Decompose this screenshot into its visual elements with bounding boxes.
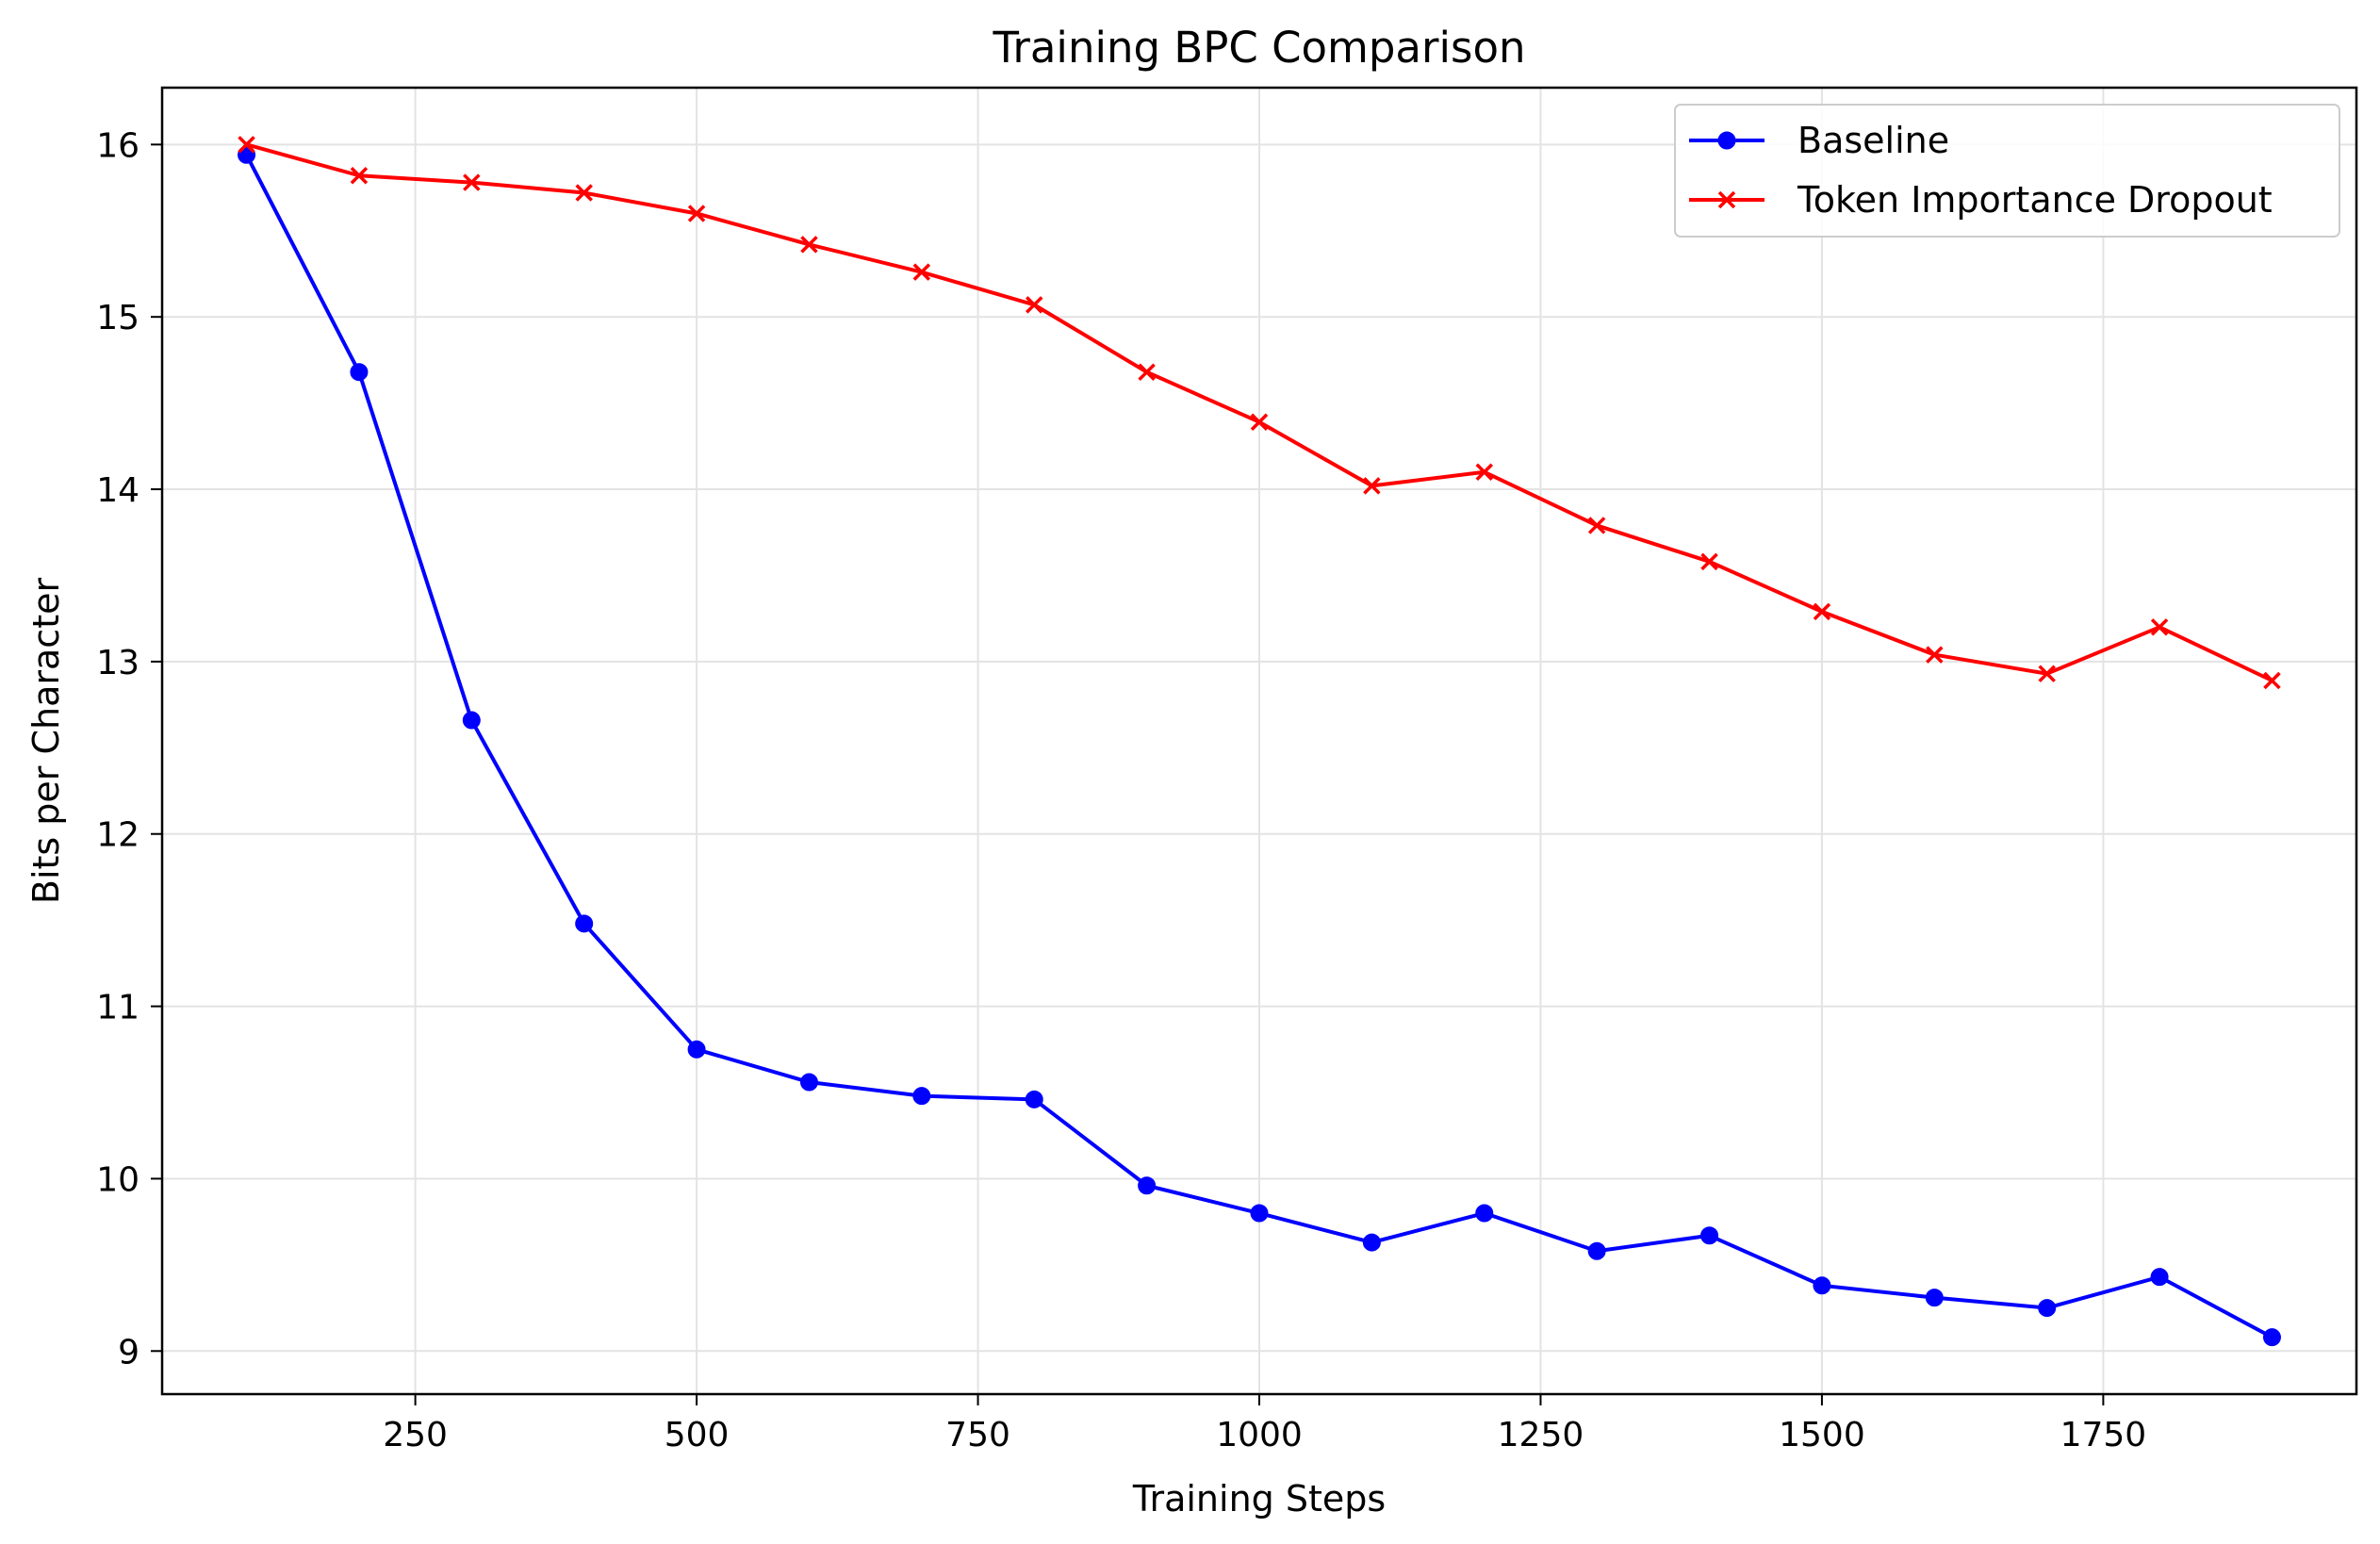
x-tick-label: 750 bbox=[945, 1416, 1010, 1454]
y-tick-label: 12 bbox=[96, 816, 140, 855]
x-tick-label: 250 bbox=[383, 1416, 448, 1454]
data-point bbox=[1250, 1204, 1269, 1223]
x-tick-label: 500 bbox=[665, 1416, 730, 1454]
chart-title: Training BPC Comparison bbox=[992, 23, 1525, 73]
x-tick-label: 1750 bbox=[2060, 1416, 2147, 1454]
data-point bbox=[350, 167, 369, 185]
data-point bbox=[2038, 1299, 2057, 1318]
legend-label: Token Importance Dropout bbox=[1797, 179, 2273, 221]
legend-marker bbox=[1717, 190, 1736, 209]
data-point bbox=[238, 136, 255, 154]
y-tick-label: 14 bbox=[96, 471, 140, 510]
data-point bbox=[800, 236, 818, 254]
data-point bbox=[1813, 602, 1831, 621]
data-point bbox=[1813, 1276, 1831, 1295]
data-point bbox=[799, 1073, 818, 1092]
data-point bbox=[1475, 463, 1494, 481]
data-point bbox=[463, 173, 481, 191]
data-point bbox=[1138, 363, 1156, 381]
y-tick-label: 16 bbox=[96, 126, 140, 165]
data-point bbox=[2038, 665, 2056, 682]
data-point bbox=[1025, 296, 1043, 314]
data-point bbox=[1363, 477, 1381, 495]
legend-box bbox=[1674, 104, 2340, 238]
y-tick-label: 15 bbox=[96, 299, 140, 337]
legend-label: Baseline bbox=[1797, 120, 1949, 161]
data-point bbox=[1700, 1226, 1719, 1245]
data-point bbox=[1926, 646, 1944, 664]
y-axis-label: Bits per Character bbox=[25, 578, 67, 905]
y-axis-ticks: 9 10 11 12 13 14 15 16 bbox=[96, 126, 162, 1372]
legend: Baseline Token Importance Dropout bbox=[1674, 104, 2340, 238]
data-point bbox=[687, 1040, 706, 1059]
legend-marker bbox=[1717, 131, 1736, 150]
data-point bbox=[912, 263, 931, 281]
data-point bbox=[575, 914, 594, 933]
data-point bbox=[1925, 1289, 1944, 1307]
data-point bbox=[1475, 1204, 1494, 1223]
data-point bbox=[687, 205, 706, 222]
x-axis-label: Training Steps bbox=[1132, 1478, 1386, 1519]
data-point bbox=[2150, 618, 2169, 636]
data-point bbox=[1587, 1241, 1606, 1260]
data-point bbox=[462, 711, 481, 730]
legend-entry: Baseline bbox=[1689, 120, 1949, 161]
data-point bbox=[575, 184, 593, 202]
data-point bbox=[912, 1087, 931, 1106]
data-point bbox=[2263, 671, 2281, 690]
data-point bbox=[2262, 1328, 2281, 1347]
y-tick-label: 13 bbox=[96, 644, 140, 682]
x-tick-label: 1000 bbox=[1216, 1416, 1303, 1454]
data-point bbox=[350, 363, 369, 382]
grid-lines bbox=[162, 88, 2356, 1394]
data-point bbox=[2150, 1268, 2169, 1287]
y-tick-label: 11 bbox=[96, 989, 140, 1027]
plot-series bbox=[238, 136, 2281, 1347]
x-tick-label: 1250 bbox=[1498, 1416, 1584, 1454]
data-point bbox=[1250, 413, 1269, 431]
data-point bbox=[1587, 517, 1606, 534]
data-point bbox=[1025, 1090, 1043, 1109]
y-tick-label: 9 bbox=[118, 1333, 140, 1372]
legend-entry: Token Importance Dropout bbox=[1689, 179, 2273, 221]
series-0 bbox=[238, 145, 2281, 1347]
x-axis-ticks: 250 500 750 1000 1250 1500 1750 bbox=[383, 1394, 2146, 1454]
y-tick-label: 10 bbox=[96, 1160, 140, 1199]
x-tick-label: 1500 bbox=[1779, 1416, 1865, 1454]
data-point bbox=[1138, 1176, 1157, 1195]
data-point bbox=[1362, 1233, 1381, 1252]
data-point bbox=[1700, 552, 1718, 571]
series-1 bbox=[238, 136, 2281, 690]
